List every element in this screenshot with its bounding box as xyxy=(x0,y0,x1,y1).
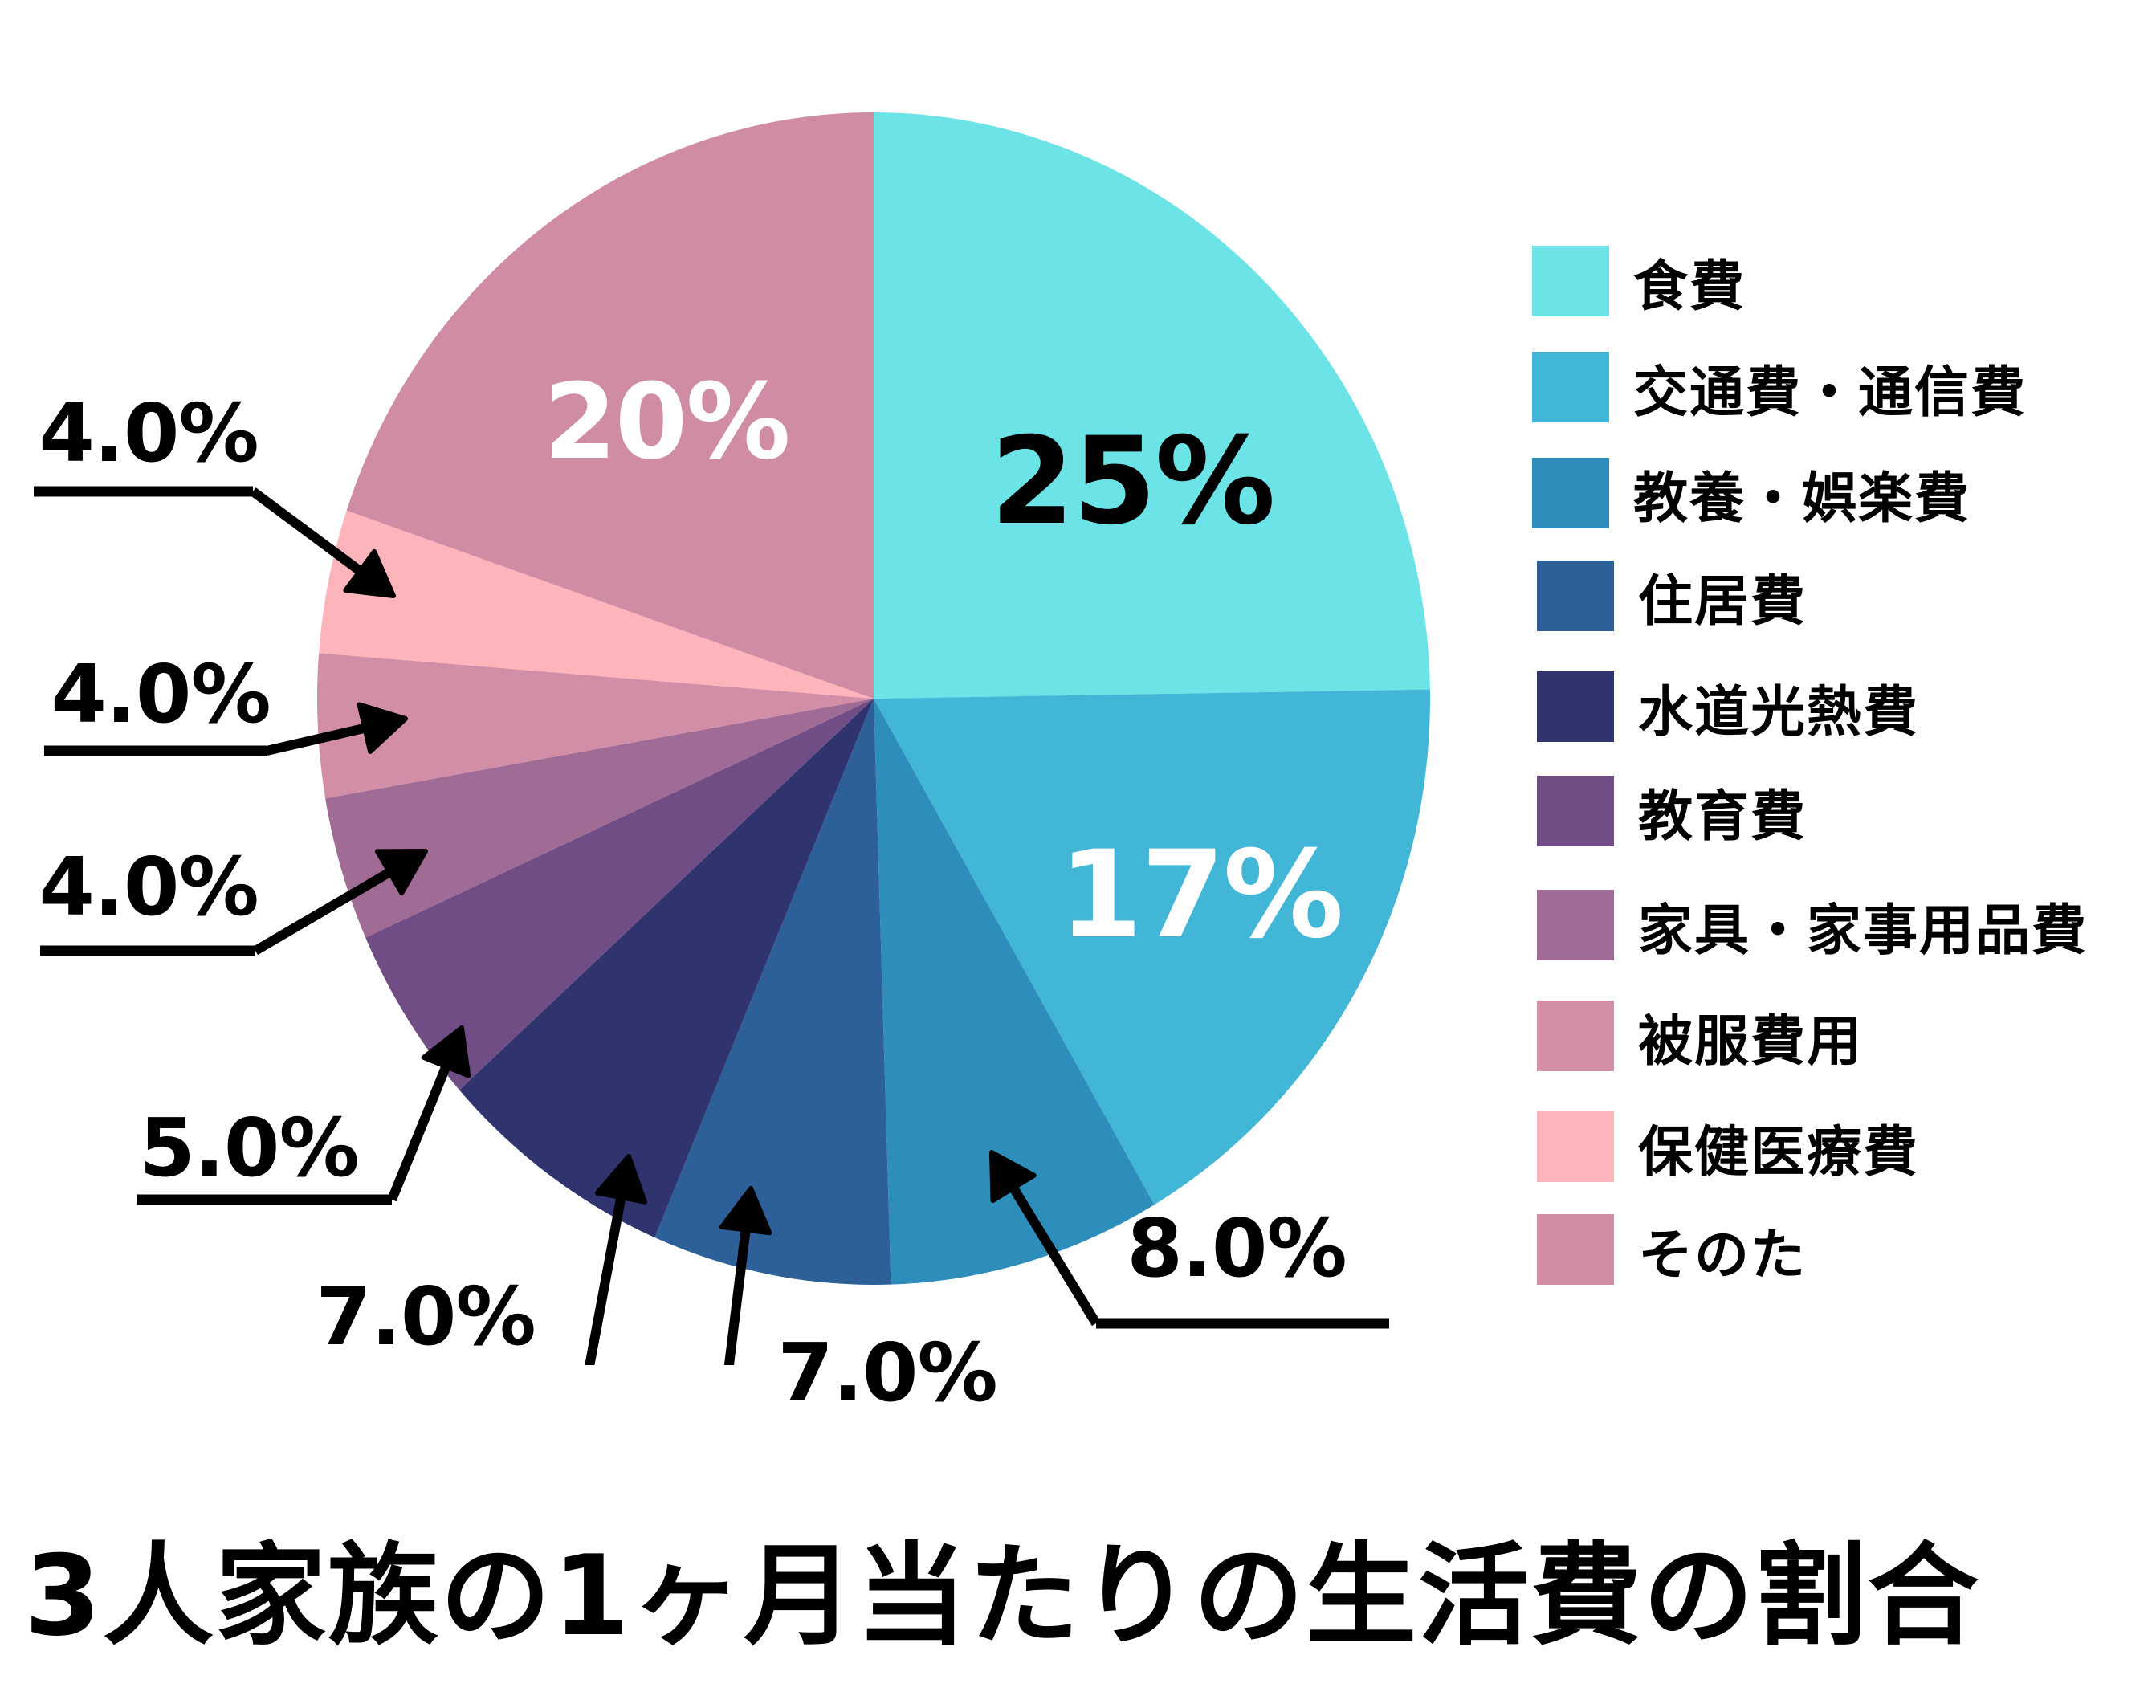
slice-label-transport: 17% xyxy=(1058,825,1343,965)
callout-leader-line xyxy=(585,1196,626,1365)
legend-swatch xyxy=(1537,1214,1614,1285)
legend-item-other: そのた xyxy=(1537,1209,1807,1290)
arrowhead-icon xyxy=(343,548,396,598)
legend-item-housing: 住居費 xyxy=(1537,556,1807,636)
arrowhead-icon xyxy=(989,1150,1037,1204)
pie-slice xyxy=(319,510,874,699)
legend-label: 教養・娯楽費 xyxy=(1633,467,1971,531)
legend-item-food: 食費 xyxy=(1532,241,1746,321)
callout-label-furniture: 4.0% xyxy=(39,840,259,934)
callout-label-clothing: 4.0% xyxy=(51,647,271,741)
legend-label: 食費 xyxy=(1633,255,1746,319)
legend-swatch xyxy=(1537,776,1614,846)
arrowhead-icon xyxy=(357,702,408,754)
callout-leader-line xyxy=(252,868,393,956)
legend-item-transport: 交通費・通信費 xyxy=(1532,347,2027,427)
callout-label-housing: 7.0% xyxy=(777,1326,997,1420)
legend-label: 住居費 xyxy=(1638,569,1808,634)
legend-swatch xyxy=(1537,561,1614,631)
callout-leader-line xyxy=(250,487,363,575)
callout-leader-line xyxy=(1009,1185,1101,1327)
legend-swatch xyxy=(1532,352,1609,422)
legend-label: 水道光熱費 xyxy=(1638,680,1920,744)
callout-label-culture: 8.0% xyxy=(1127,1201,1347,1295)
pie-slice xyxy=(325,699,874,938)
slice-label-food: 25% xyxy=(990,412,1275,552)
pie-slice xyxy=(346,112,874,699)
legend-item-medical: 保健医療費 xyxy=(1537,1107,1919,1187)
arrowhead-icon xyxy=(719,1186,772,1236)
callout-leader-line xyxy=(387,1064,450,1202)
pie-slice xyxy=(459,699,874,1238)
pie-slice xyxy=(365,699,874,1090)
pie-slice xyxy=(874,699,1155,1285)
legend-item-furniture: 家具・家事用品費 xyxy=(1537,885,2088,965)
callout-leader-line xyxy=(723,1229,751,1365)
legend-item-utilities: 水道光熱費 xyxy=(1537,666,1919,747)
callout-label-medical: 4.0% xyxy=(39,386,259,480)
callout-leader-line xyxy=(265,723,366,756)
legend-swatch xyxy=(1532,246,1609,316)
legend-label: そのた xyxy=(1638,1223,1808,1287)
pie-chart xyxy=(34,112,1430,1365)
pie-slice xyxy=(874,112,1430,699)
legend-swatch xyxy=(1537,1111,1614,1182)
legend-label: 被服費用 xyxy=(1638,1009,1864,1074)
legend-swatch xyxy=(1537,1001,1614,1071)
pie-slices xyxy=(317,112,1430,1285)
pie-slice xyxy=(874,689,1430,1205)
callout-label-education: 5.0% xyxy=(139,1101,359,1195)
legend-swatch xyxy=(1537,671,1614,742)
pie-slice xyxy=(317,653,874,799)
arrowhead-icon xyxy=(421,1025,471,1078)
legend-label: 教育費 xyxy=(1638,785,1808,849)
legend-label: 交通費・通信費 xyxy=(1633,361,2028,425)
legend-label: 家具・家事用品費 xyxy=(1638,899,2089,963)
legend-item-culture: 教養・娯楽費 xyxy=(1532,453,1971,533)
legend-swatch xyxy=(1537,890,1614,960)
callout-label-utilities: 7.0% xyxy=(316,1270,536,1364)
arrowhead-icon xyxy=(374,849,428,896)
legend-swatch xyxy=(1532,458,1609,528)
legend-item-education: 教育費 xyxy=(1537,771,1807,851)
slice-label-other: 20% xyxy=(544,361,790,483)
arrowhead-icon xyxy=(594,1154,647,1205)
legend-item-clothing: 被服費用 xyxy=(1537,996,1863,1076)
chart-title: 3人家族の1ヶ月当たりの生活費の割合 xyxy=(24,1531,1981,1661)
callout-arrows xyxy=(34,486,1389,1365)
pie-slice xyxy=(654,699,891,1285)
legend-label: 保健医療費 xyxy=(1638,1120,1920,1184)
